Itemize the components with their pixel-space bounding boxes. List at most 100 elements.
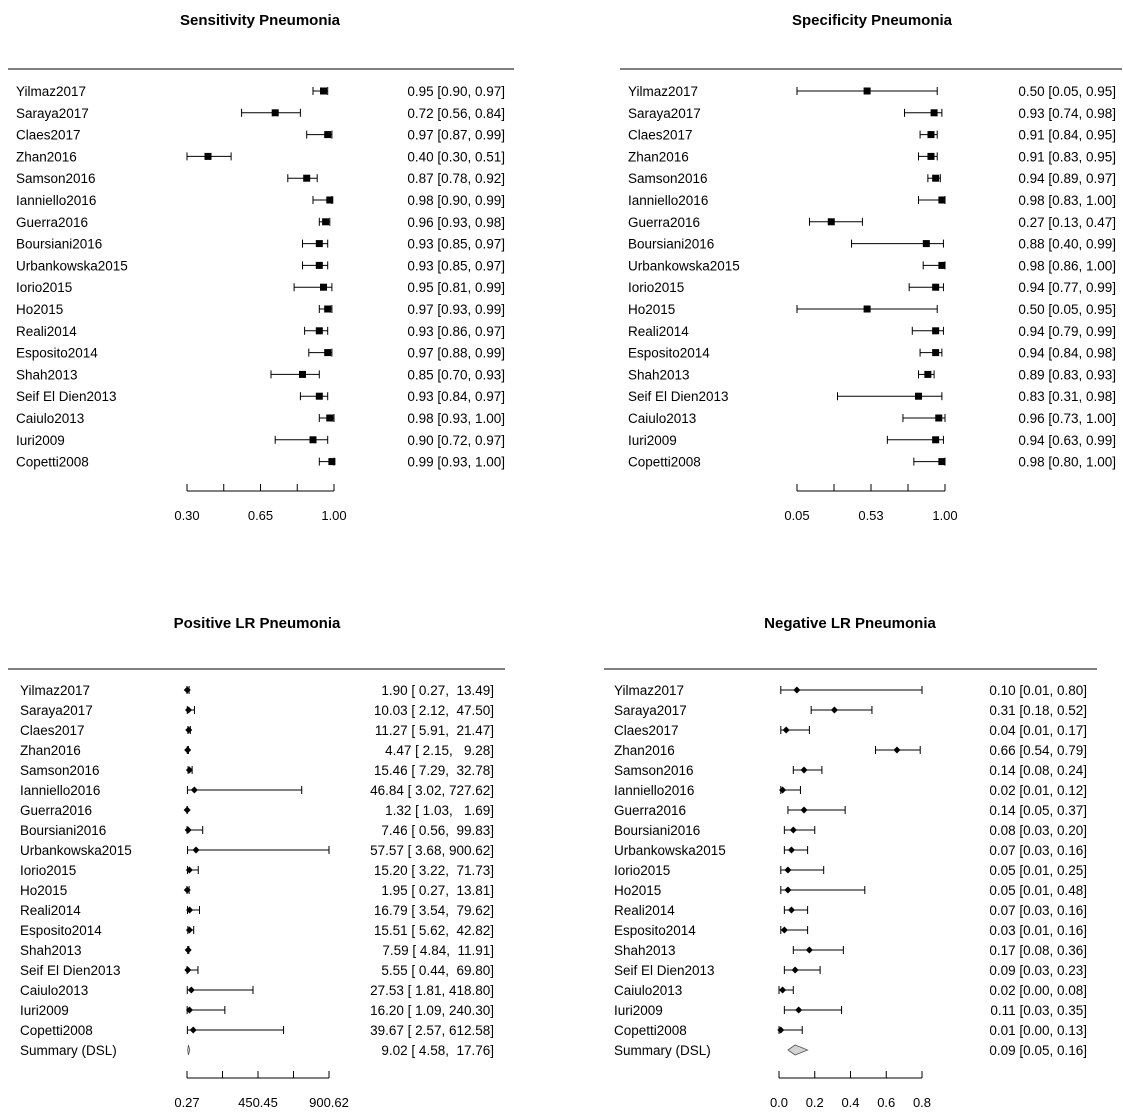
panel3-point-estimate (184, 746, 192, 754)
panel2-point-estimate (932, 327, 940, 335)
panel2-point-estimate (863, 305, 871, 313)
panel3-study-value: 7.46 [ 0.56, 99.83] (381, 823, 494, 838)
panel4-point-estimate (779, 786, 787, 794)
panel4-study-label: Zhan2016 (614, 743, 675, 758)
panel4-study-value: 0.17 [0.08, 0.36] (989, 943, 1087, 958)
panel4-study-value: 0.11 [0.03, 0.35] (990, 1003, 1087, 1018)
panel4-point-estimate (780, 926, 788, 934)
panel2-study-label: Iuri2009 (628, 433, 677, 448)
panel4-study-label: Shah2013 (614, 943, 676, 958)
panel1-study-value: 0.95 [0.81, 0.99] (407, 280, 505, 295)
panel2-point-estimate (927, 131, 935, 139)
panel2-study-value: 0.50 [0.05, 0.95] (1018, 302, 1116, 317)
panel4-point-estimate (800, 766, 808, 774)
panel4-study-value: 0.09 [0.03, 0.23] (989, 963, 1087, 978)
panel3-study-value: 15.46 [ 7.29, 32.78] (374, 763, 494, 778)
panel3-study-value: 7.59 [ 4.84, 11.91] (382, 943, 494, 958)
panel1-study-value: 0.40 [0.30, 0.51] (407, 149, 505, 164)
panel3-study-label: Ho2015 (20, 883, 67, 898)
panel1-point-estimate (315, 240, 323, 248)
panel4-study-label: Claes2017 (614, 723, 679, 738)
panel2-study-value: 0.50 [0.05, 0.95] (1018, 84, 1116, 99)
panel2-x-tick-label: 0.53 (858, 508, 883, 523)
panel4-point-estimate (805, 946, 813, 954)
panel4-point-estimate (830, 706, 838, 714)
panel4-point-estimate (893, 746, 901, 754)
panel3-study-value: 1.32 [ 1.03, 1.69] (385, 803, 494, 818)
panel4-x-tick-label: 0.4 (841, 1095, 859, 1110)
panel2-point-estimate (932, 174, 940, 182)
panel2-study-value: 0.94 [0.89, 0.97] (1018, 171, 1116, 186)
panel4-point-estimate (793, 686, 801, 694)
panel3-point-estimate (185, 706, 193, 714)
panel4-study-value: 0.66 [0.54, 0.79] (989, 743, 1087, 758)
panel2-study-label: Claes2017 (628, 128, 693, 143)
panel3-point-estimate (183, 686, 191, 694)
panel1-study-label: Saraya2017 (16, 106, 89, 121)
panel4-study-value: 0.07 [0.03, 0.16] (989, 903, 1087, 918)
panel1-point-estimate (328, 458, 336, 466)
panel1-study-label: Zhan2016 (16, 149, 77, 164)
panel2-study-value: 0.89 [0.83, 0.93] (1018, 367, 1116, 382)
panel2-point-estimate (938, 196, 946, 204)
panel4-point-estimate (791, 966, 799, 974)
panel2-study-value: 0.88 [0.40, 0.99] (1018, 237, 1116, 252)
panel1-study-value: 0.98 [0.93, 1.00] (407, 411, 505, 426)
panel1-study-value: 0.95 [0.90, 0.97] (407, 84, 505, 99)
panel2-point-estimate (935, 414, 943, 422)
panel1-study-value: 0.93 [0.85, 0.97] (407, 237, 505, 252)
panel2-x-tick-label: 1.00 (932, 508, 957, 523)
panel1-point-estimate (299, 370, 306, 378)
panel4-point-estimate (789, 826, 797, 834)
panel1-study-label: Iorio2015 (16, 280, 72, 295)
panel1-point-estimate (324, 349, 332, 357)
panel4-study-value: 0.05 [0.01, 0.25] (989, 863, 1087, 878)
panel2-study-label: Urbankowska2015 (628, 258, 740, 273)
panel3-x-tick-label: 0.27 (174, 1095, 199, 1110)
panel2-study-label: Reali2014 (628, 324, 689, 339)
panel3-study-label: Seif El Dien2013 (20, 963, 121, 978)
panel4-study-label: Urbankowska2015 (614, 843, 726, 858)
panel2-point-estimate (932, 436, 940, 444)
panel2-study-value: 0.27 [0.13, 0.47] (1018, 215, 1116, 230)
panel2-study-value: 0.93 [0.74, 0.98] (1018, 106, 1116, 121)
panel1-point-estimate (303, 174, 311, 182)
panel4-study-value: 0.08 [0.03, 0.20] (989, 823, 1087, 838)
panel3-study-value: 46.84 [ 3.02, 727.62] (370, 783, 494, 798)
panel3-study-label: Claes2017 (20, 723, 85, 738)
panel4-study-label: Caiulo2013 (614, 983, 682, 998)
panel4-study-value: 0.01 [0.00, 0.13] (989, 1023, 1087, 1038)
panel3-study-label: Saraya2017 (20, 703, 93, 718)
panel2-point-estimate (938, 458, 946, 466)
panel1-study-label: Yilmaz2017 (16, 84, 86, 99)
panel3-point-estimate (189, 1026, 197, 1034)
panel2-point-estimate (827, 218, 835, 226)
panel1-point-estimate (320, 283, 327, 291)
panel3-study-label: Shah2013 (20, 943, 82, 958)
panel3-study-label: Urbankowska2015 (20, 843, 132, 858)
panel2-title: Specificity Pneumonia (792, 12, 953, 29)
panel1-x-tick-label: 0.30 (174, 508, 199, 523)
panel1-study-label: Shah2013 (16, 367, 78, 382)
panel4-summary-label: Summary (DSL) (614, 1043, 711, 1058)
panel4-x-tick-label: 0.2 (806, 1095, 824, 1110)
panel3-point-estimate (184, 966, 192, 974)
panel2-study-label: Saraya2017 (628, 106, 701, 121)
panel3-summary-diamond (187, 1044, 191, 1056)
panel3-summary-label: Summary (DSL) (20, 1043, 117, 1058)
panel3-study-value: 39.67 [ 2.57, 612.58] (370, 1023, 494, 1038)
panel3-study-label: Yilmaz2017 (20, 683, 90, 698)
panel4-study-label: Boursiani2016 (614, 823, 700, 838)
panel2-study-label: Yilmaz2017 (628, 84, 698, 99)
panel1-point-estimate (320, 87, 327, 95)
panel1-study-value: 0.97 [0.93, 0.99] (407, 302, 505, 317)
panel2-point-estimate (863, 87, 871, 95)
panel4-point-estimate (779, 986, 787, 994)
panel4-study-value: 0.05 [0.01, 0.48] (989, 883, 1087, 898)
panel3-point-estimate (183, 806, 191, 814)
panel1-study-value: 0.90 [0.72, 0.97] (407, 433, 505, 448)
panel2-study-label: Samson2016 (628, 171, 708, 186)
panel4-point-estimate (788, 906, 796, 914)
